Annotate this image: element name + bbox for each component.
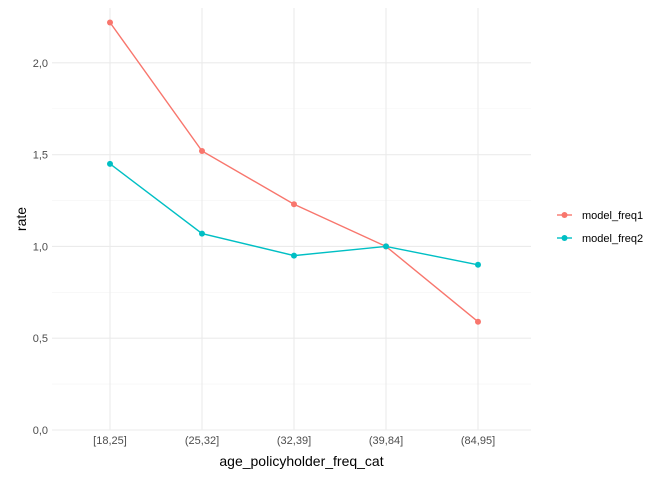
data-point bbox=[291, 201, 297, 208]
y-tick-label: 1,5 bbox=[33, 150, 48, 162]
series-layer bbox=[107, 19, 481, 325]
x-tick-label: (39,84] bbox=[369, 435, 403, 447]
x-tick-label: (84,95] bbox=[461, 435, 495, 447]
legend-label: model_freq2 bbox=[582, 233, 643, 245]
data-point bbox=[475, 261, 481, 268]
y-tick-label: 2,0 bbox=[33, 58, 48, 70]
y-tick-label: 1,0 bbox=[33, 241, 48, 253]
data-point bbox=[199, 230, 205, 237]
legend-key-point bbox=[561, 212, 568, 218]
data-point bbox=[475, 318, 481, 325]
legend-label: model_freq1 bbox=[582, 210, 643, 222]
data-point bbox=[291, 252, 297, 259]
y-tick-label: 0,5 bbox=[33, 333, 48, 345]
data-point bbox=[107, 160, 113, 167]
x-axis-title: age_policyholder_freq_cat bbox=[219, 453, 383, 469]
x-tick-label: (32,39] bbox=[277, 435, 311, 447]
legend-key-point bbox=[561, 235, 568, 241]
data-point bbox=[199, 147, 205, 154]
x-tick-label: [18,25] bbox=[93, 435, 127, 447]
data-point bbox=[107, 19, 113, 26]
y-axis: 0,0 0,5 1,0 1,5 2,0 bbox=[33, 58, 48, 437]
legend: model_freq1 model_freq2 bbox=[557, 210, 643, 245]
data-point bbox=[383, 243, 389, 250]
x-axis: [18,25] (25,32] (32,39] (39,84] (84,95] bbox=[93, 435, 495, 447]
x-tick-label: (25,32] bbox=[185, 435, 219, 447]
y-axis-title: rate bbox=[13, 207, 29, 231]
grid bbox=[52, 8, 531, 431]
y-tick-label: 0,0 bbox=[33, 425, 48, 437]
